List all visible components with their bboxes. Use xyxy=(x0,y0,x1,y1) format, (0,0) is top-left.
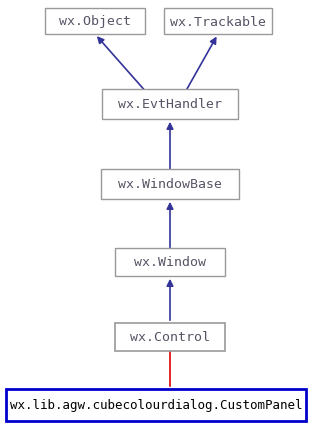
FancyBboxPatch shape xyxy=(6,389,306,421)
Text: wx.Trackable: wx.Trackable xyxy=(170,15,266,29)
Text: wx.WindowBase: wx.WindowBase xyxy=(118,178,222,191)
FancyBboxPatch shape xyxy=(164,9,272,35)
Text: wx.Control: wx.Control xyxy=(130,331,210,344)
Text: wx.Object: wx.Object xyxy=(59,15,131,29)
Text: wx.lib.agw.cubecolourdialog.CustomPanel: wx.lib.agw.cubecolourdialog.CustomPanel xyxy=(10,399,302,412)
FancyBboxPatch shape xyxy=(101,170,239,199)
FancyBboxPatch shape xyxy=(45,9,145,35)
FancyBboxPatch shape xyxy=(115,323,225,351)
FancyBboxPatch shape xyxy=(115,248,225,276)
Text: wx.EvtHandler: wx.EvtHandler xyxy=(118,98,222,111)
Text: wx.Window: wx.Window xyxy=(134,256,206,269)
FancyBboxPatch shape xyxy=(102,90,238,120)
